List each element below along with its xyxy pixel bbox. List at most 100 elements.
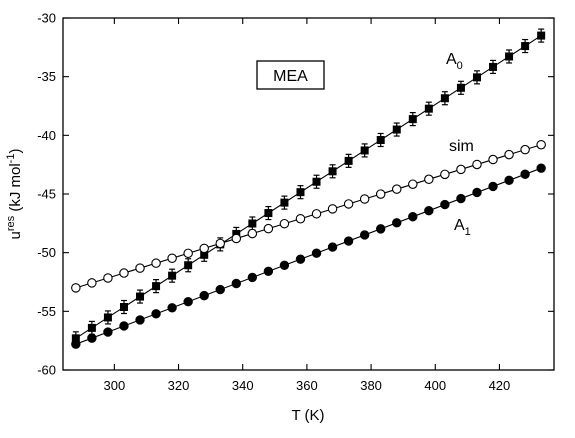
data-point-a0	[87, 323, 96, 332]
data-point-a0	[408, 115, 417, 124]
data-point-a0	[537, 31, 546, 40]
data-point-a0	[505, 52, 514, 61]
data-point-a0	[489, 62, 498, 71]
data-point-a0	[248, 219, 257, 228]
data-point-a0	[328, 167, 337, 176]
series-label-a1-base: A	[454, 217, 465, 234]
fit-line-3	[75, 167, 542, 345]
data-point-sim	[295, 214, 306, 224]
data-point-a1	[343, 236, 354, 246]
data-point-a0	[200, 250, 209, 259]
series-label-sim: sim	[449, 138, 474, 155]
data-point-sim	[167, 253, 177, 264]
series-label-a1-sub: 1	[465, 226, 471, 238]
data-point-a1	[472, 187, 482, 198]
data-point-sim	[87, 278, 97, 288]
x-tick-label: 360	[296, 378, 318, 393]
data-points	[71, 28, 546, 349]
data-point-sim	[183, 248, 193, 259]
y-tick-label: -30	[37, 11, 56, 26]
series-label-a0-base: A	[446, 51, 457, 68]
y-axis-title: ures (kJ mol-1)	[5, 149, 24, 240]
mea-label: MEA	[273, 68, 308, 85]
x-tick-label: 380	[360, 378, 382, 393]
data-point-sim	[424, 174, 434, 185]
data-point-a1	[392, 218, 402, 228]
data-point-sim	[520, 144, 530, 155]
data-point-a0	[392, 125, 401, 134]
data-point-a1	[247, 272, 258, 283]
data-point-a0	[521, 42, 530, 51]
y-axis-title-base: u	[7, 231, 24, 239]
data-point-sim	[408, 179, 418, 189]
fit-line-2	[75, 144, 542, 289]
y-axis-title-rest: (kJ mol	[7, 163, 24, 216]
data-point-sim	[103, 273, 113, 283]
data-point-sim	[279, 218, 290, 229]
y-tick-label: -35	[37, 69, 56, 84]
x-tick-label: 420	[489, 378, 511, 393]
series-label-a0-sub: 0	[457, 60, 463, 72]
y-tick-label: -60	[37, 363, 56, 378]
data-point-a1	[424, 205, 434, 216]
data-point-sim	[359, 194, 370, 204]
mea-label-box	[256, 60, 325, 90]
data-point-sim	[472, 159, 482, 170]
data-point-sim	[456, 164, 466, 175]
data-point-a0	[136, 292, 145, 301]
data-point-sim	[199, 243, 209, 254]
data-point-a1	[504, 175, 514, 186]
data-point-sim	[536, 139, 546, 150]
data-point-sim	[375, 189, 386, 199]
data-point-sim	[488, 154, 498, 165]
data-point-a1	[151, 309, 161, 319]
data-point-sim	[392, 184, 402, 194]
data-point-a0	[103, 313, 112, 322]
series-label-a0: A0	[446, 51, 463, 72]
data-point-a0	[119, 303, 128, 312]
data-point-a0	[456, 83, 465, 92]
data-point-sim	[215, 238, 225, 249]
data-point-a1	[119, 321, 129, 331]
data-point-a0	[440, 94, 449, 103]
data-point-a1	[359, 230, 370, 240]
y-axis-title-sup2: -1	[5, 154, 17, 164]
data-point-a1	[327, 242, 338, 252]
y-tick-label: -40	[37, 128, 56, 143]
data-point-a1	[135, 315, 145, 325]
data-point-a0	[152, 282, 161, 291]
data-point-sim	[311, 209, 322, 219]
data-point-a1	[71, 339, 81, 349]
data-point-sim	[247, 228, 258, 239]
data-point-a1	[215, 284, 225, 295]
series-label-a1: A1	[454, 217, 471, 238]
data-point-a1	[279, 260, 290, 270]
data-point-sim	[343, 199, 354, 209]
data-point-sim	[71, 283, 81, 293]
data-point-a1	[263, 266, 274, 277]
data-point-a1	[536, 163, 546, 173]
data-point-a0	[360, 146, 369, 155]
data-point-a1	[311, 248, 322, 258]
data-point-sim	[327, 204, 338, 214]
data-point-a0	[424, 104, 433, 113]
data-point-a1	[440, 199, 450, 210]
data-point-a1	[199, 290, 209, 301]
data-point-a0	[264, 209, 273, 218]
x-tick-label: 300	[103, 378, 125, 393]
data-point-sim	[151, 258, 161, 268]
y-tick-label: -45	[37, 187, 56, 202]
data-point-sim	[504, 149, 514, 160]
data-point-a1	[103, 327, 113, 337]
y-axis-title-sup: res	[5, 215, 17, 231]
x-tick-label: 320	[168, 378, 190, 393]
data-point-sim	[135, 263, 145, 273]
data-point-sim	[263, 223, 274, 234]
y-axis-title-end: )	[7, 149, 24, 154]
data-point-a1	[456, 193, 466, 204]
data-point-sim	[231, 233, 242, 244]
data-point-a0	[312, 177, 321, 186]
y-tick-label: -50	[37, 245, 56, 260]
x-tick-label: 400	[424, 378, 446, 393]
